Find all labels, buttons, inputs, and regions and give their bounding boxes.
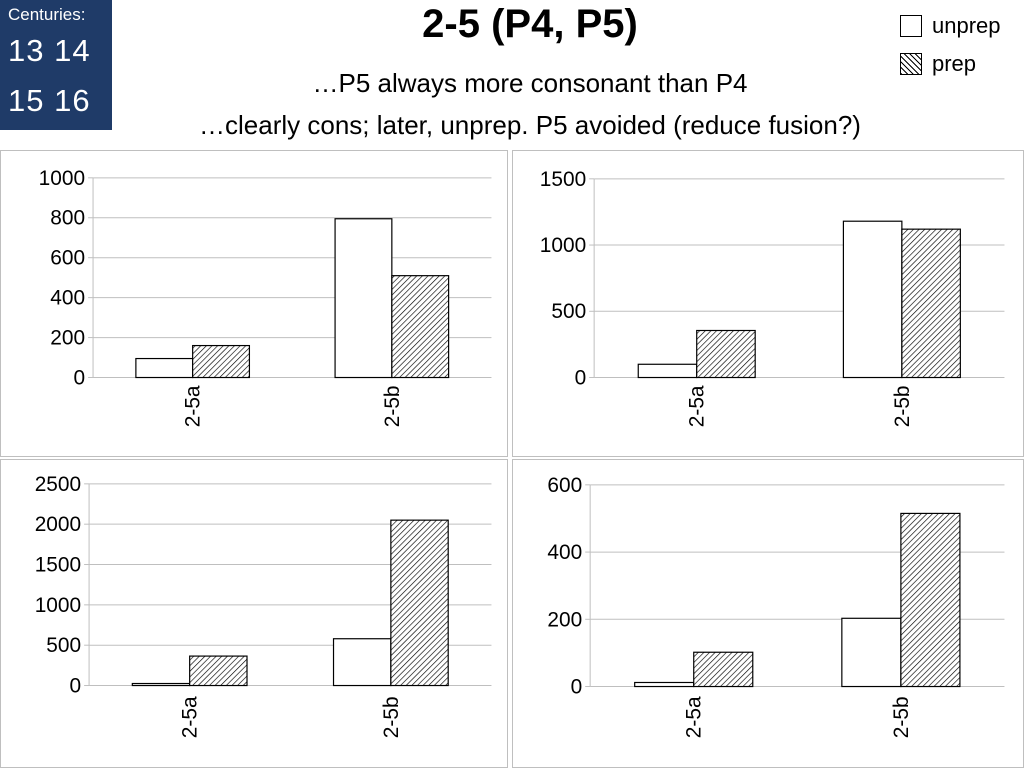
- y-tick-label: 400: [547, 541, 582, 564]
- y-tick-label: 2000: [35, 513, 81, 536]
- bar-prep-2-5a: [693, 651, 754, 688]
- bar-unprep-2-5a: [135, 357, 194, 379]
- bar-unprep-2-5a: [634, 681, 695, 688]
- legend-label-unprep: unprep: [932, 13, 1001, 38]
- chart-panel-3: 0 500 1000 1500 2000 2500 2-5a 2-5b: [0, 459, 508, 768]
- y-tick-label: 500: [551, 300, 586, 323]
- subtitle-line-2: …clearly cons; later, unprep. P5 avoided…: [199, 110, 861, 140]
- category-label: 2-5b: [380, 696, 403, 738]
- slide-title: 2-5 (P4, P5): [422, 2, 638, 46]
- bar-prep-2-5a: [192, 344, 251, 379]
- y-tick-label: 200: [547, 608, 582, 631]
- chart-panel-4: 0 200 400 600 2-5a 2-5b: [512, 459, 1024, 768]
- y-tick-label: 1000: [39, 167, 85, 190]
- y-tick-label: 0: [575, 366, 587, 389]
- bar-unprep-2-5b: [841, 617, 902, 688]
- y-tick-label: 2500: [35, 473, 81, 496]
- category-label: 2-5a: [182, 385, 205, 427]
- y-tick-label: 1500: [35, 553, 81, 576]
- y-tick-label: 1500: [540, 168, 586, 191]
- chart-panel-1: 0 200 400 600 800 1000 2-5a 2-5b: [0, 150, 508, 457]
- centuries-row-1: 13 14: [8, 33, 91, 68]
- y-tick-label: 800: [50, 207, 85, 230]
- centuries-row-2: 15 16: [8, 83, 91, 118]
- category-label: 2-5b: [891, 385, 914, 427]
- y-tick-label: 0: [70, 674, 82, 697]
- category-label: 2-5b: [890, 696, 913, 738]
- centuries-caption: Centuries:: [8, 5, 86, 24]
- bar-prep-2-5b: [901, 228, 961, 379]
- bar-prep-2-5b: [391, 275, 450, 379]
- category-label: 2-5a: [686, 385, 709, 427]
- y-tick-label: 0: [73, 366, 85, 389]
- bar-prep-2-5b: [390, 519, 449, 687]
- bar-unprep-2-5b: [334, 218, 393, 379]
- centuries-box: Centuries: 13 14 15 16: [0, 0, 112, 130]
- y-tick-label: 1000: [35, 594, 81, 617]
- bar-unprep-2-5a: [131, 682, 191, 687]
- bar-unprep-2-5b: [332, 638, 392, 687]
- chart-3: 0 500 1000 1500 2000 2500 2-5a 2-5b: [35, 473, 492, 738]
- chart-panel-2: 0 500 1000 1500 2-5a 2-5b: [512, 150, 1024, 457]
- bar-prep-2-5a: [189, 655, 248, 687]
- category-label: 2-5a: [683, 696, 706, 738]
- legend-label-prep: prep: [932, 51, 977, 76]
- bar-unprep-2-5a: [637, 363, 698, 379]
- bar-prep-2-5b: [900, 512, 961, 688]
- subtitle-line-1: …P5 always more consonant than P4: [312, 68, 748, 98]
- y-tick-label: 200: [50, 327, 85, 350]
- y-tick-label: 600: [50, 247, 85, 270]
- legend-swatch-unprep: [900, 15, 922, 37]
- category-label: 2-5a: [179, 696, 202, 738]
- y-tick-label: 1000: [540, 234, 586, 257]
- y-tick-label: 500: [46, 634, 81, 657]
- legend-swatch-prep: [900, 53, 922, 75]
- category-label: 2-5b: [381, 385, 404, 427]
- bar-prep-2-5a: [696, 329, 756, 379]
- y-tick-label: 0: [571, 675, 583, 698]
- bar-unprep-2-5b: [842, 220, 903, 379]
- y-tick-label: 400: [50, 287, 85, 310]
- chart-1: 0 200 400 600 800 1000 2-5a 2-5b: [39, 167, 492, 427]
- chart-4: 0 200 400 600 2-5a 2-5b: [547, 474, 1005, 738]
- y-tick-label: 600: [547, 474, 582, 497]
- chart-2: 0 500 1000 1500 2-5a 2-5b: [540, 168, 1005, 427]
